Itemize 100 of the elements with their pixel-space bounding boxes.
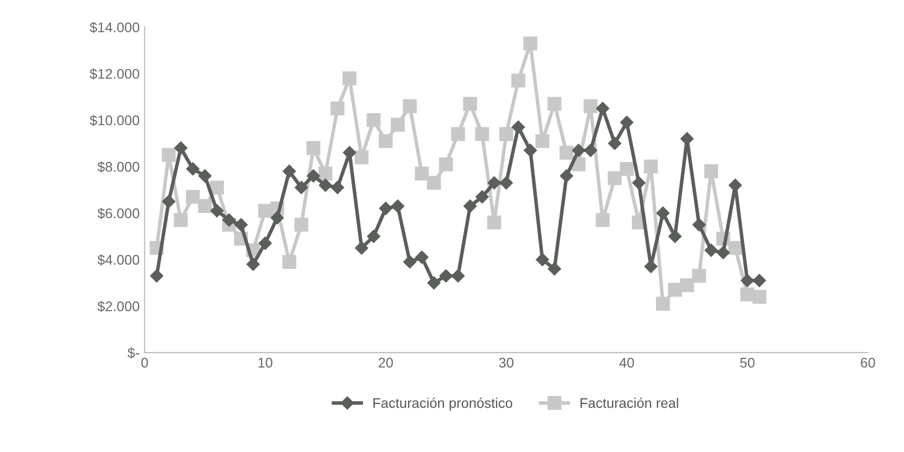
point [584, 99, 598, 114]
point [246, 258, 260, 271]
point [535, 134, 550, 148]
point [282, 254, 296, 269]
point [318, 178, 332, 192]
point [620, 116, 634, 130]
point [560, 146, 574, 160]
point [414, 166, 429, 181]
point [560, 169, 574, 182]
x-tick-label: 50 [740, 358, 754, 368]
point [608, 171, 622, 186]
point [704, 164, 718, 178]
point [402, 99, 417, 114]
point [354, 150, 369, 164]
point [294, 218, 308, 232]
point [306, 141, 320, 155]
point [728, 241, 742, 255]
point [355, 241, 368, 255]
point [692, 218, 706, 232]
point [596, 213, 610, 228]
y-tick-label: $10.000 [90, 114, 140, 126]
point [198, 199, 212, 214]
point [656, 296, 670, 311]
point [270, 211, 284, 224]
point [644, 160, 658, 174]
point [427, 276, 441, 290]
point [512, 120, 525, 134]
point [318, 166, 332, 181]
legend-label: Facturación real [580, 398, 678, 408]
point [294, 180, 308, 194]
point [584, 144, 598, 157]
point [451, 269, 465, 282]
point [186, 162, 200, 176]
point [523, 36, 538, 50]
point [463, 200, 477, 213]
x-tick-label: 60 [860, 358, 876, 368]
point [716, 246, 730, 260]
point [222, 213, 236, 227]
y-tick-label: $- [128, 347, 140, 359]
point [704, 244, 718, 257]
point [150, 269, 164, 282]
point [511, 74, 526, 88]
point [174, 141, 188, 155]
point [390, 118, 405, 132]
point [752, 290, 766, 304]
point [536, 252, 549, 266]
point [487, 215, 502, 230]
point [680, 278, 694, 292]
point [692, 268, 706, 283]
point [632, 176, 646, 190]
point [258, 236, 272, 250]
point [366, 113, 381, 128]
point [500, 176, 513, 190]
point [330, 180, 344, 194]
point [656, 206, 670, 220]
x-tick-label: 30 [499, 358, 514, 368]
point [476, 190, 489, 204]
x-tick-label: 0 [141, 358, 148, 368]
point [439, 269, 453, 282]
legend-label: Facturación pronóstico [373, 398, 512, 411]
y-tick-label: $8.000 [97, 161, 140, 173]
point [524, 144, 537, 157]
point [367, 230, 380, 243]
point [330, 102, 344, 116]
point [403, 255, 416, 268]
point [198, 169, 212, 182]
point [596, 102, 610, 116]
point [451, 127, 465, 141]
point [306, 169, 320, 182]
point [186, 190, 200, 204]
point [572, 144, 586, 157]
y-tick-label: $14.000 [90, 22, 140, 34]
x-tick-label: 20 [378, 358, 393, 368]
point [210, 204, 224, 218]
point [475, 127, 490, 141]
y-tick-label: $6.000 [97, 208, 140, 220]
point [463, 96, 478, 111]
point [162, 194, 176, 208]
point [342, 146, 356, 160]
point [379, 202, 392, 216]
point [499, 127, 514, 141]
point [620, 162, 634, 176]
y-tick-label: $4.000 [97, 254, 140, 266]
y-tick-label: $2.000 [97, 300, 140, 312]
point [415, 250, 428, 264]
point [548, 96, 562, 111]
point [680, 132, 694, 146]
point [668, 282, 682, 297]
point [162, 148, 176, 162]
point [752, 274, 766, 288]
point [378, 134, 393, 148]
point [740, 274, 754, 288]
point [210, 180, 224, 194]
point [234, 218, 248, 232]
point [174, 213, 188, 228]
point [342, 71, 356, 86]
y-tick-label: $12.000 [90, 68, 140, 80]
point [488, 176, 501, 190]
point [439, 157, 453, 172]
x-tick-label: 40 [619, 358, 634, 368]
